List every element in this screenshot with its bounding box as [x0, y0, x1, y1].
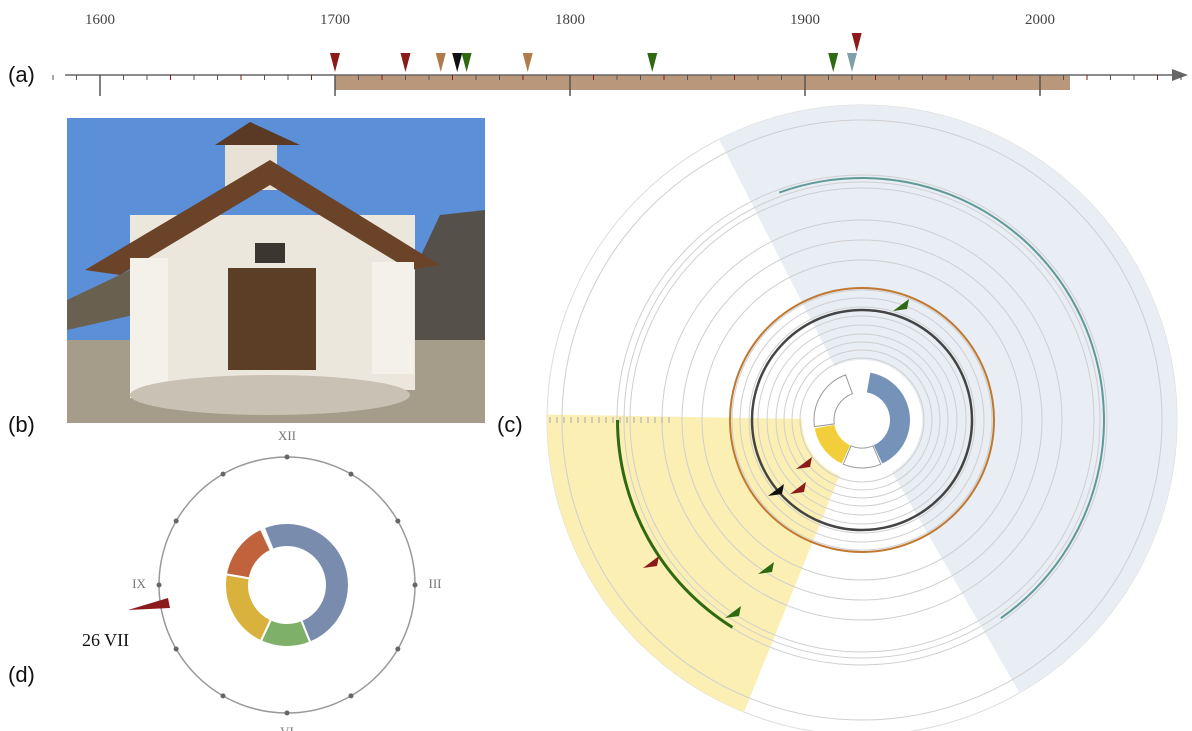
ring — [766, 324, 958, 516]
inner-segment — [813, 374, 854, 428]
mountain — [400, 210, 485, 360]
year-label: 2000 — [1025, 12, 1055, 28]
hour-dot — [220, 471, 226, 477]
timeline: 1600 1700 1800 1900 2000 — [52, 12, 1182, 96]
event-pointer — [796, 457, 812, 469]
event-pointer — [893, 299, 909, 311]
event-marker — [522, 53, 533, 72]
event-pointer — [790, 482, 806, 494]
ring — [799, 357, 925, 483]
timeline-band — [335, 75, 1070, 90]
inner-segment — [866, 372, 911, 464]
hour-dot — [412, 582, 418, 588]
event-marker — [647, 53, 658, 72]
inner-segment — [842, 445, 882, 469]
ring — [775, 333, 949, 507]
date-label: 26 VII — [82, 630, 129, 650]
ring — [739, 297, 985, 543]
year-label: 1600 — [85, 12, 115, 28]
hour-label: III — [429, 576, 442, 591]
donut-segment — [262, 522, 350, 644]
timeline-arrow — [1172, 69, 1188, 81]
panel-label: (d) — [8, 662, 35, 687]
event-pointer — [768, 484, 784, 496]
event-pointer — [725, 606, 741, 618]
hour-label: XII — [278, 428, 296, 443]
window — [255, 243, 285, 263]
ring — [783, 341, 941, 499]
ring — [561, 119, 1163, 721]
date-pointer — [128, 598, 170, 610]
inner-segment — [814, 424, 851, 464]
event-pointer — [758, 562, 774, 574]
hour-dot — [395, 518, 401, 524]
year-label: 1700 — [320, 12, 350, 28]
event-marker — [400, 53, 411, 72]
event-marker — [461, 53, 472, 72]
panel-label: (c) — [497, 412, 523, 437]
clock-view: XII III VI IX 26 VII — [82, 428, 442, 731]
ring-highlight — [750, 308, 974, 532]
pillar — [130, 258, 168, 398]
donut-segment — [224, 573, 273, 643]
photo — [67, 118, 485, 423]
event-marker — [452, 53, 463, 72]
hour-label: VI — [280, 724, 294, 731]
donut-segment — [224, 527, 273, 580]
season-sector — [718, 104, 1178, 693]
year-label: 1900 — [790, 12, 820, 28]
spiral-view — [546, 104, 1178, 731]
ring — [681, 239, 1043, 601]
ring-highlight — [616, 420, 734, 629]
ring — [623, 181, 1101, 659]
ring — [629, 187, 1095, 653]
hour-dot — [220, 693, 226, 699]
event-marker — [847, 53, 857, 72]
ring — [701, 259, 1023, 581]
event-marker — [828, 53, 839, 72]
year-label: 1800 — [555, 12, 585, 28]
ring — [791, 349, 933, 491]
hour-dot — [284, 710, 290, 716]
clock-face — [158, 456, 416, 714]
hour-dot — [348, 471, 354, 477]
event-marker — [851, 33, 862, 52]
hour-dot — [348, 693, 354, 699]
panel-label: (b) — [8, 412, 35, 437]
event-pointer — [643, 556, 659, 568]
tower-roof — [215, 122, 300, 145]
season-sector — [547, 414, 862, 713]
steps — [130, 375, 410, 415]
ring-highlight — [729, 287, 995, 553]
event-marker — [330, 53, 340, 72]
hour-dot — [284, 454, 290, 460]
door — [228, 268, 316, 370]
pillar — [372, 262, 414, 374]
hour-dot — [395, 646, 401, 652]
hour-dot — [173, 518, 179, 524]
hour-label: IX — [132, 576, 146, 591]
hour-dot — [173, 646, 179, 652]
event-marker — [435, 53, 446, 72]
ring — [748, 306, 976, 534]
panel-label: (a) — [8, 62, 35, 87]
ring — [757, 315, 967, 525]
ring — [731, 289, 993, 551]
hour-dot — [156, 582, 162, 588]
